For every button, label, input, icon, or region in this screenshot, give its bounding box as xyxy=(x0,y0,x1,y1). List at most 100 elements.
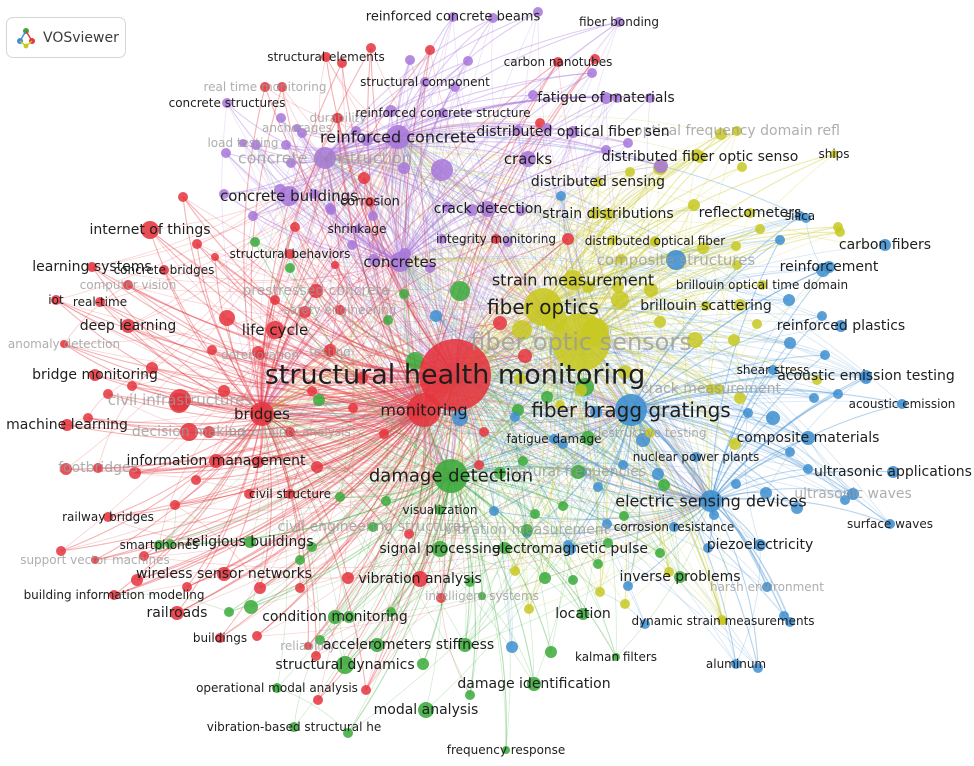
network-node[interactable] xyxy=(406,352,424,370)
network-node[interactable] xyxy=(530,509,540,519)
node-label[interactable]: building information modeling xyxy=(24,588,205,602)
node-acoustic-emission[interactable] xyxy=(897,399,907,409)
network-node[interactable] xyxy=(590,54,600,64)
node-label[interactable]: damage detection xyxy=(369,466,533,487)
node-deep-learning[interactable] xyxy=(121,319,135,333)
node-label[interactable]: reinforcement xyxy=(780,259,879,275)
node-real-time-monitoring[interactable] xyxy=(260,82,270,92)
network-node[interactable] xyxy=(506,641,518,653)
network-node[interactable] xyxy=(335,492,345,502)
node-label[interactable]: stiffness xyxy=(436,637,494,653)
node-distributed-optical-fiber[interactable] xyxy=(650,236,660,246)
network-node[interactable] xyxy=(732,260,742,270)
node-surface-waves[interactable] xyxy=(885,519,895,529)
node-label[interactable]: structural behaviors xyxy=(230,247,351,261)
node-carbon-fibers[interactable] xyxy=(879,239,891,251)
node-label[interactable]: railroads xyxy=(147,605,208,621)
network-node[interactable] xyxy=(783,294,795,306)
node-label[interactable]: vibration measurement xyxy=(445,522,610,538)
network-node[interactable] xyxy=(785,617,795,627)
network-node[interactable] xyxy=(425,263,435,273)
node-label[interactable]: bridge monitoring xyxy=(32,367,158,383)
network-node[interactable] xyxy=(593,482,603,492)
network-node[interactable] xyxy=(307,386,317,396)
node-crack-detection[interactable] xyxy=(480,201,496,217)
network-node[interactable] xyxy=(687,332,703,348)
network-node[interactable] xyxy=(286,158,296,168)
node-label[interactable]: visualization xyxy=(403,503,478,517)
node-label[interactable]: corrosion resistance xyxy=(614,520,735,534)
node-label[interactable]: modal analysis xyxy=(374,702,479,718)
network-node[interactable] xyxy=(385,105,397,117)
network-node[interactable] xyxy=(129,467,141,479)
node-label[interactable]: structural dynamics xyxy=(275,657,414,673)
node-reliability[interactable] xyxy=(304,642,312,650)
node-label[interactable]: structural health monitoring xyxy=(265,360,646,391)
network-node[interactable] xyxy=(752,319,762,329)
network-node[interactable] xyxy=(602,519,612,529)
node-ultrasonic-applications[interactable] xyxy=(887,466,899,478)
node-label[interactable]: signal processing xyxy=(379,541,500,557)
network-node[interactable] xyxy=(558,439,568,449)
network-node[interactable] xyxy=(398,162,410,174)
node-modal-analysis[interactable] xyxy=(418,702,434,718)
node-internet-of-things[interactable] xyxy=(141,221,159,239)
node-label[interactable]: structural elements xyxy=(267,50,385,64)
network-node[interactable] xyxy=(618,365,632,379)
network-node[interactable] xyxy=(146,362,158,374)
network-node[interactable] xyxy=(654,159,668,173)
network-node[interactable] xyxy=(595,587,605,597)
network-node[interactable] xyxy=(753,663,763,673)
node-silica[interactable] xyxy=(795,211,805,221)
node-label[interactable]: railway bridges xyxy=(62,510,154,524)
network-node[interactable] xyxy=(342,572,354,584)
network-node[interactable] xyxy=(545,646,557,658)
node-vibration-based-structural-he[interactable] xyxy=(289,722,299,732)
network-node[interactable] xyxy=(755,224,765,234)
node-label[interactable]: anchorages xyxy=(262,121,332,135)
node-acoustic-emission-testing[interactable] xyxy=(860,370,872,382)
node-civil-structure[interactable] xyxy=(285,489,295,499)
node-civil-infrastructures[interactable] xyxy=(169,389,191,411)
network-node[interactable] xyxy=(728,334,740,346)
node-label[interactable]: smartphones xyxy=(120,538,199,552)
node-label[interactable]: fiber optic sensors xyxy=(470,328,691,356)
network-node[interactable] xyxy=(347,240,357,250)
node-label[interactable]: shear stress xyxy=(737,363,810,377)
network-node[interactable] xyxy=(170,500,180,510)
network-node[interactable] xyxy=(510,412,520,422)
network-node[interactable] xyxy=(803,464,813,474)
node-kalman-filters[interactable] xyxy=(612,653,620,661)
network-node[interactable] xyxy=(623,581,633,591)
network-node[interactable] xyxy=(590,406,602,418)
node-strain-measurement[interactable] xyxy=(563,270,583,290)
network-node[interactable] xyxy=(644,283,658,297)
network-node[interactable] xyxy=(775,235,785,245)
network-node[interactable] xyxy=(734,299,746,311)
network-node[interactable] xyxy=(734,392,746,404)
node-label[interactable]: piezoelectricity xyxy=(707,537,814,553)
network-node[interactable] xyxy=(645,93,655,103)
node-inverse-problems[interactable] xyxy=(674,571,686,583)
node-label[interactable]: concrete bridges xyxy=(114,263,215,277)
network-node[interactable] xyxy=(251,140,261,150)
node-brillouin-optical-time-domain[interactable] xyxy=(757,280,767,290)
node-label[interactable]: natural frequencies xyxy=(510,464,646,480)
node-label[interactable]: fiber bonding xyxy=(579,15,659,29)
node-reinforced-concrete-beams[interactable] xyxy=(448,12,458,22)
network-node[interactable] xyxy=(311,651,321,661)
node-label[interactable]: nuclear power plants xyxy=(633,450,759,464)
node-shrinkage[interactable] xyxy=(353,225,361,233)
node-electromagnetic-pulse[interactable] xyxy=(564,543,576,555)
node-label[interactable]: concrete construction xyxy=(238,149,412,168)
node-label[interactable]: uncertainty analysis xyxy=(229,425,350,439)
network-node[interactable] xyxy=(524,604,534,614)
node-label[interactable]: testing xyxy=(309,345,351,359)
network-node[interactable] xyxy=(311,461,323,473)
node-ships[interactable] xyxy=(830,150,838,158)
node-label[interactable]: wireless sensor networks xyxy=(136,566,312,582)
network-node[interactable] xyxy=(729,438,741,450)
node-life-cycle[interactable] xyxy=(266,321,284,339)
node-label[interactable]: reinforced concrete beams xyxy=(366,10,541,25)
node-label[interactable]: buildings xyxy=(193,631,247,645)
